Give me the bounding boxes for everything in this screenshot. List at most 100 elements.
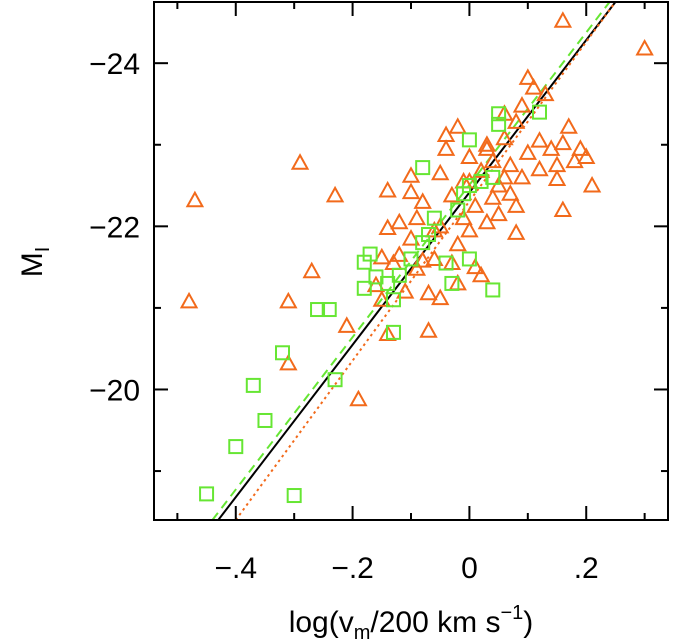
triangle-point bbox=[448, 117, 467, 134]
triangle-point bbox=[477, 135, 497, 152]
fit-line-dotted bbox=[234, 2, 617, 520]
square-point bbox=[362, 246, 378, 262]
markers bbox=[179, 11, 654, 504]
triangle-point bbox=[530, 159, 549, 177]
triangle-point bbox=[425, 249, 444, 266]
triangle-point bbox=[372, 290, 391, 307]
square-point bbox=[532, 104, 547, 120]
y-tick-label: −20 bbox=[89, 374, 140, 407]
triangle-point bbox=[489, 204, 508, 222]
plot-frame bbox=[153, 1, 669, 521]
x-axis-label: log(vm/200 km s−1) bbox=[289, 602, 534, 643]
square-point bbox=[275, 345, 290, 361]
square-point bbox=[403, 251, 419, 267]
square-point bbox=[421, 226, 437, 242]
triangle-point bbox=[530, 131, 549, 148]
triangle-point bbox=[185, 190, 205, 208]
triangle-point bbox=[559, 117, 578, 134]
square-point bbox=[485, 282, 501, 298]
triangle-point bbox=[460, 220, 479, 238]
triangle-point bbox=[495, 167, 514, 185]
triangle-point bbox=[279, 353, 298, 371]
x-axis-label-post: ) bbox=[523, 606, 533, 639]
square-point bbox=[385, 324, 401, 340]
x-axis-label-sup: −1 bbox=[500, 602, 523, 624]
square-point bbox=[415, 160, 431, 176]
triangle-point bbox=[471, 161, 491, 178]
triangle-point bbox=[179, 291, 199, 309]
triangle-point bbox=[471, 265, 491, 283]
square-point bbox=[485, 169, 501, 185]
square-point bbox=[199, 486, 215, 502]
triangle-point bbox=[436, 139, 456, 156]
square-point bbox=[356, 280, 372, 296]
square-point bbox=[245, 377, 261, 393]
triangle-point bbox=[401, 166, 421, 183]
triangle-point bbox=[512, 167, 532, 185]
square-point bbox=[286, 488, 302, 504]
triangle-point bbox=[413, 251, 432, 268]
x-tick-label: −.4 bbox=[214, 552, 257, 585]
triangle-point bbox=[553, 200, 573, 218]
triangle-point bbox=[378, 324, 397, 342]
triangle-point bbox=[547, 169, 567, 187]
y-tick-label: −24 bbox=[89, 48, 140, 81]
triangle-point bbox=[466, 196, 485, 213]
triangle-point bbox=[571, 139, 590, 156]
x-tick-label: 0 bbox=[461, 552, 478, 585]
x-tick-label: .2 bbox=[574, 552, 599, 585]
triangle-point bbox=[390, 212, 409, 230]
square-point bbox=[461, 251, 477, 267]
triangle-point bbox=[518, 68, 538, 85]
triangle-point bbox=[378, 180, 397, 198]
square-point bbox=[257, 412, 273, 428]
square-point bbox=[228, 439, 244, 455]
triangle-point bbox=[518, 143, 538, 160]
tick-labels: −.4 −.2 0 .2 −24 −22 −20 bbox=[89, 48, 599, 585]
triangle-point bbox=[501, 184, 520, 201]
triangle-point bbox=[419, 321, 438, 338]
square-point bbox=[385, 292, 401, 308]
triangle-point bbox=[553, 133, 573, 151]
triangle-point bbox=[413, 192, 432, 209]
triangle-point bbox=[577, 147, 596, 164]
triangle-point bbox=[477, 212, 497, 230]
triangle-point bbox=[401, 229, 421, 246]
square-point bbox=[473, 173, 489, 189]
square-point bbox=[310, 302, 326, 318]
triangle-point bbox=[442, 185, 462, 203]
triangle-point bbox=[436, 125, 456, 142]
plot-area bbox=[179, 2, 654, 520]
triangle-point bbox=[325, 185, 345, 203]
square-point bbox=[450, 202, 466, 218]
square-point bbox=[491, 106, 507, 122]
triangle-point bbox=[483, 188, 502, 205]
triangle-point bbox=[547, 155, 567, 173]
triangle-point bbox=[524, 78, 543, 95]
triangle-point bbox=[512, 96, 532, 113]
square-point bbox=[426, 210, 442, 226]
triangle-point bbox=[279, 291, 298, 309]
triangle-point bbox=[431, 163, 450, 181]
triangle-point bbox=[565, 151, 584, 169]
x-axis-label-sub: m bbox=[354, 622, 371, 643]
triangle-point bbox=[506, 112, 526, 129]
triangle-point bbox=[349, 389, 368, 407]
triangle-point bbox=[553, 11, 573, 28]
triangle-point bbox=[483, 151, 502, 169]
square-point bbox=[461, 132, 477, 148]
triangle-point bbox=[407, 259, 427, 276]
square-point bbox=[491, 116, 507, 132]
square-point bbox=[321, 302, 337, 318]
x-axis-label-pre: log(v bbox=[289, 606, 354, 639]
triangle-point bbox=[582, 175, 602, 193]
axis-ticks bbox=[154, 2, 668, 520]
triangle-point bbox=[419, 283, 438, 301]
triangle-point bbox=[290, 153, 310, 170]
triangle-point bbox=[635, 38, 654, 56]
triangle-point bbox=[302, 261, 321, 279]
square-point bbox=[327, 372, 343, 388]
x-tick-label: −.2 bbox=[331, 552, 374, 585]
triangle-point bbox=[390, 245, 409, 262]
